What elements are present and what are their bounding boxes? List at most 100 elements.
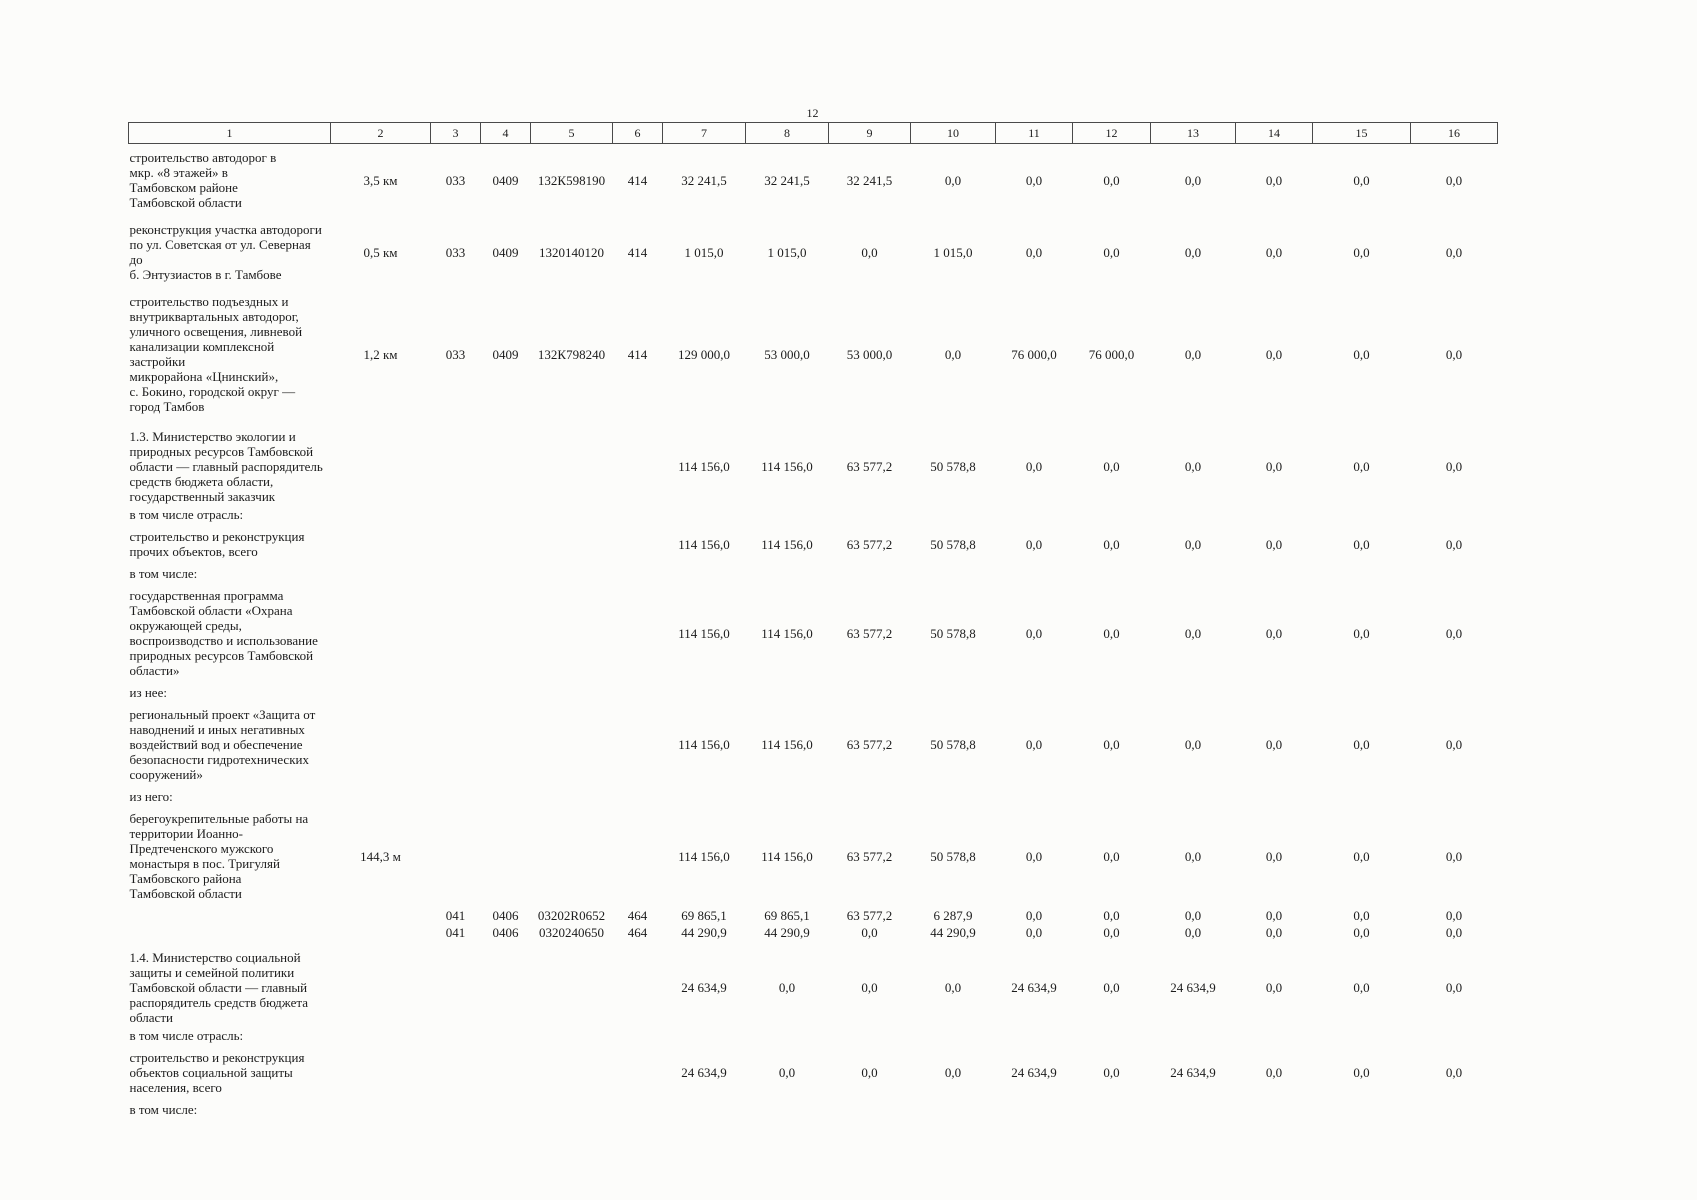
value-cell bbox=[1073, 565, 1151, 582]
row-title-cell: в том числе отрасль: bbox=[129, 507, 244, 522]
value-cell bbox=[746, 788, 829, 805]
value-cell: 0,0 bbox=[1184, 908, 1202, 923]
value-cell bbox=[996, 684, 1073, 701]
value-cell bbox=[1411, 506, 1498, 523]
value-cell bbox=[431, 701, 481, 788]
value-cell: 0,0 bbox=[1445, 172, 1463, 188]
row-title-cell: в том числе: bbox=[129, 1102, 198, 1117]
row-title-cell: строительство автодорог в мкр. «8 этажей… bbox=[129, 150, 277, 210]
value-cell bbox=[331, 788, 431, 805]
value-cell bbox=[613, 582, 663, 684]
table-row-section: 1.3. Министерство экологии и природных р… bbox=[129, 420, 1498, 506]
column-header: 3 bbox=[430, 122, 481, 144]
value-cell bbox=[1313, 1101, 1411, 1118]
value-cell: 0,0 bbox=[1445, 536, 1463, 552]
value-cell bbox=[531, 1044, 613, 1101]
table-row-section: 1.4. Министерство социальной защиты и се… bbox=[129, 941, 1498, 1027]
value-cell: 033 bbox=[445, 346, 466, 362]
value-cell: 0,0 bbox=[861, 980, 878, 995]
row-title-cell: берегоукрепительные работы на территории… bbox=[129, 811, 309, 901]
value-cell bbox=[481, 941, 531, 1027]
value-cell: 0,0 bbox=[1184, 346, 1202, 362]
value-cell bbox=[331, 941, 431, 1027]
value-cell bbox=[996, 1027, 1073, 1044]
value-cell: 0,0 bbox=[861, 244, 878, 260]
value-cell bbox=[531, 684, 613, 701]
value-cell: 0,0 bbox=[1445, 980, 1463, 995]
value-cell bbox=[1236, 1101, 1313, 1118]
value-cell: 53 000,0 bbox=[846, 346, 893, 362]
value-cell: 1,2 км bbox=[363, 346, 398, 362]
value-cell: 0,0 bbox=[1353, 848, 1370, 864]
column-header: 11 bbox=[995, 122, 1073, 144]
value-cell bbox=[613, 565, 663, 582]
value-cell: 0,0 bbox=[1445, 737, 1463, 752]
value-cell bbox=[1236, 788, 1313, 805]
value-cell bbox=[531, 1027, 613, 1044]
table-header-row: 1 2 3 4 5 6 7 8 9 10 11 12 13 14 15 16 bbox=[128, 122, 1498, 144]
value-cell bbox=[331, 907, 431, 924]
table-row-label: в том числе отрасль: bbox=[129, 506, 1498, 523]
value-cell: 0,0 bbox=[1445, 925, 1463, 940]
value-cell: 414 bbox=[627, 244, 648, 260]
value-cell: 3,5 км bbox=[363, 172, 398, 188]
value-cell: 1 015,0 bbox=[684, 244, 724, 260]
value-cell bbox=[746, 506, 829, 523]
value-cell: 0,0 bbox=[1265, 737, 1283, 752]
value-cell: 114 156,0 bbox=[761, 536, 813, 552]
value-cell bbox=[531, 523, 613, 565]
value-cell bbox=[331, 506, 431, 523]
value-cell: 0,0 bbox=[1445, 459, 1463, 474]
value-cell: 0,0 bbox=[1353, 980, 1370, 995]
value-cell: 0,0 bbox=[1025, 848, 1043, 864]
column-header: 16 bbox=[1410, 122, 1498, 144]
value-cell: 0,0 bbox=[1025, 459, 1043, 474]
value-cell bbox=[613, 1101, 663, 1118]
row-title-cell bbox=[129, 924, 331, 941]
value-cell: 0,0 bbox=[1353, 172, 1370, 188]
value-cell: 0,0 bbox=[1265, 980, 1283, 995]
value-cell: 041 bbox=[445, 925, 466, 940]
value-cell: 0,0 bbox=[1265, 459, 1283, 474]
value-cell bbox=[829, 788, 911, 805]
table-row-label: из него: bbox=[129, 788, 1498, 805]
value-cell bbox=[996, 565, 1073, 582]
value-cell: 63 577,2 bbox=[846, 908, 893, 923]
value-cell bbox=[331, 1101, 431, 1118]
value-cell bbox=[1151, 565, 1236, 582]
row-title-cell bbox=[129, 907, 331, 924]
value-cell: 0,0 bbox=[1103, 244, 1120, 260]
value-cell: 114 156,0 bbox=[678, 625, 730, 641]
value-cell bbox=[911, 788, 996, 805]
value-cell: 0,0 bbox=[1025, 172, 1043, 188]
value-cell: 0,0 bbox=[1265, 244, 1283, 260]
value-cell: 32 241,5 bbox=[846, 172, 893, 188]
value-cell bbox=[911, 684, 996, 701]
row-title-cell: 1.4. Министерство социальной защиты и се… bbox=[129, 950, 308, 1025]
value-cell bbox=[613, 1027, 663, 1044]
value-cell bbox=[331, 701, 431, 788]
value-cell: 0320240650 bbox=[539, 925, 604, 940]
value-cell: 0,0 bbox=[1103, 848, 1120, 864]
column-header: 5 bbox=[530, 122, 613, 144]
value-cell: 0,0 bbox=[1265, 925, 1283, 940]
value-cell: 0,0 bbox=[1265, 536, 1283, 552]
value-cell bbox=[829, 565, 911, 582]
value-cell: 0,0 bbox=[1184, 536, 1202, 552]
value-cell: 0,0 bbox=[1353, 1065, 1370, 1080]
value-cell: 50 578,8 bbox=[930, 459, 976, 474]
value-cell bbox=[1236, 565, 1313, 582]
value-cell: 0,0 bbox=[1445, 1065, 1463, 1080]
value-cell bbox=[1313, 1027, 1411, 1044]
value-cell: 0,0 bbox=[1184, 925, 1202, 940]
value-cell: 24 634,9 bbox=[1011, 980, 1057, 995]
value-cell: 0,0 bbox=[861, 1065, 878, 1080]
value-cell bbox=[1073, 788, 1151, 805]
column-header: 4 bbox=[480, 122, 531, 144]
value-cell bbox=[431, 420, 481, 506]
value-cell bbox=[481, 805, 531, 907]
value-cell bbox=[431, 582, 481, 684]
value-cell: 0,0 bbox=[1353, 737, 1370, 752]
value-cell bbox=[911, 565, 996, 582]
value-cell bbox=[531, 565, 613, 582]
